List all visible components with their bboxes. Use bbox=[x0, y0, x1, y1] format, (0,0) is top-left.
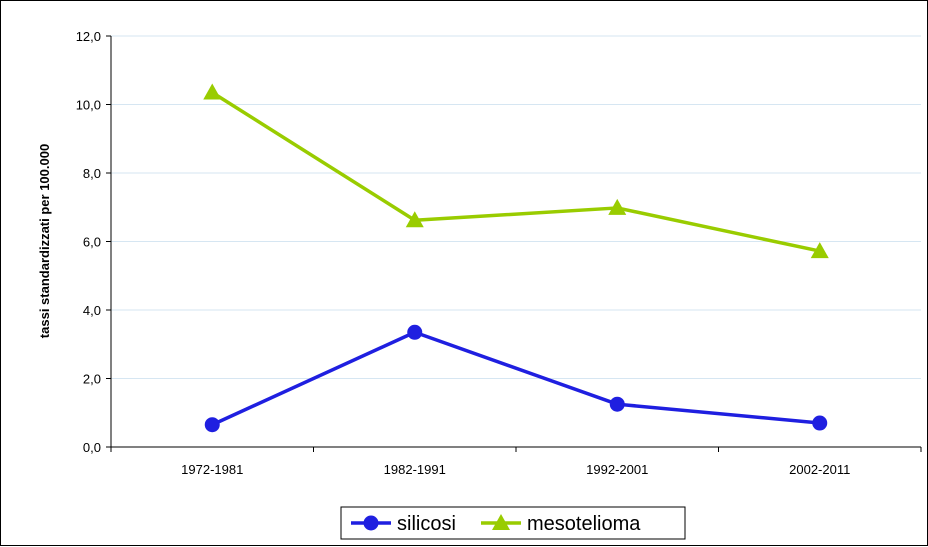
series-line-silicosi bbox=[211, 330, 820, 427]
data-point-silicosi bbox=[812, 415, 828, 431]
legend-marker-mesotelioma bbox=[492, 514, 510, 530]
series bbox=[203, 83, 829, 433]
axes bbox=[106, 35, 922, 452]
y-axis-title: tassi standardizzati per 100.000 bbox=[37, 144, 52, 338]
data-point-silicosi bbox=[407, 324, 423, 340]
data-point-mesotelioma bbox=[405, 211, 424, 228]
x-tick-label: 1992-2001 bbox=[586, 462, 648, 477]
y-tick-label: 4,0 bbox=[83, 303, 101, 318]
gridlines bbox=[111, 35, 921, 379]
series-mesotelioma bbox=[203, 83, 829, 259]
series-line-mesotelioma bbox=[211, 91, 821, 253]
y-tick-label: 8,0 bbox=[83, 166, 101, 181]
y-tick-label: 6,0 bbox=[83, 235, 101, 250]
y-tick-label: 12,0 bbox=[76, 29, 101, 44]
data-point-silicosi bbox=[204, 417, 220, 433]
series-silicosi bbox=[204, 324, 828, 433]
legend-label-mesotelioma: mesotelioma bbox=[527, 513, 641, 535]
legend-item-silicosi: silicosi bbox=[351, 513, 456, 535]
data-point-mesotelioma bbox=[810, 242, 829, 259]
legend-item-mesotelioma: mesotelioma bbox=[481, 513, 641, 535]
x-tick-label: 2002-2011 bbox=[789, 462, 850, 477]
data-point-mesotelioma bbox=[608, 198, 627, 215]
data-point-mesotelioma bbox=[203, 83, 222, 100]
y-tick-labels: 0,0 2,0 4,0 6,0 8,0 10,0 12,0 bbox=[76, 29, 101, 455]
x-tick-label: 1972-1981 bbox=[181, 462, 243, 477]
y-tick-label: 2,0 bbox=[83, 372, 101, 387]
x-tick-label: 1982-1991 bbox=[384, 462, 446, 477]
y-tick-label: 10,0 bbox=[76, 98, 101, 113]
y-tick-label: 0,0 bbox=[83, 440, 101, 455]
legend-marker-silicosi bbox=[363, 515, 379, 531]
x-tick-labels: 1972-1981 1982-1991 1992-2001 2002-2011 bbox=[181, 462, 850, 477]
data-point-silicosi bbox=[609, 396, 625, 412]
legend: silicosi mesotelioma bbox=[340, 506, 686, 540]
legend-label-silicosi: silicosi bbox=[397, 513, 456, 535]
